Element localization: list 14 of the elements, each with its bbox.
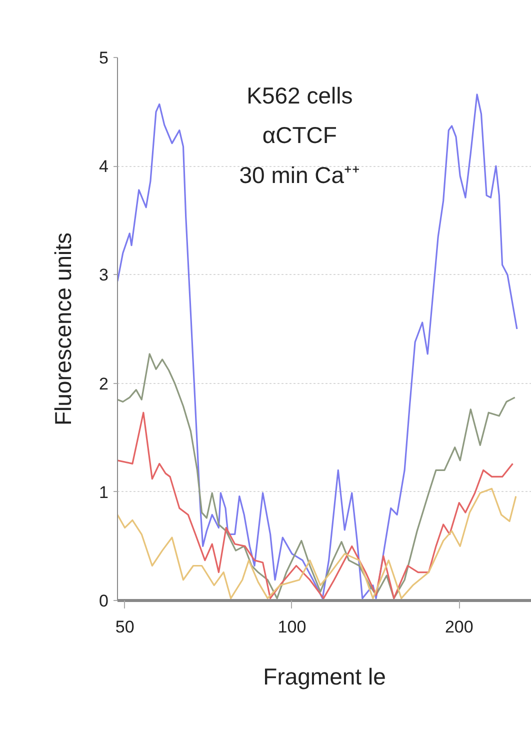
x-tick-label: 100 — [278, 618, 306, 636]
annotation: 30 min Ca⁺⁺ — [239, 162, 360, 188]
x-tick-label: 200 — [444, 618, 474, 636]
y-tick-label: 3 — [99, 266, 109, 285]
y-tick-label: 1 — [99, 482, 109, 502]
y-tick-label: 4 — [99, 157, 109, 176]
annotation: αCTCF — [262, 122, 337, 148]
y-axis-title: Fluorescence units — [50, 232, 76, 426]
x-axis-title: Fragment le — [263, 664, 386, 690]
y-tick-label: 0 — [99, 592, 109, 610]
annotation: K562 cells — [246, 82, 353, 109]
y-tick-label: 2 — [99, 374, 109, 394]
x-tick-label: 50 — [115, 618, 134, 636]
y-tick-label: 5 — [99, 48, 109, 68]
